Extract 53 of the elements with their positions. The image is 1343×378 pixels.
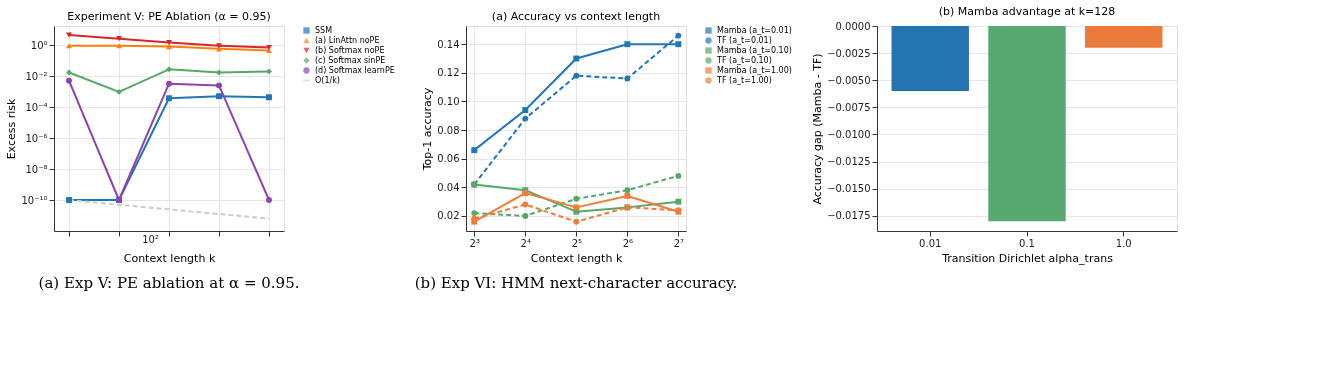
y-tick-label: 0.08 (437, 124, 460, 136)
y-tick-label: 0.06 (437, 153, 460, 165)
text: (b) Exp VI: HMM next-character accuracy. (414, 274, 738, 292)
y-tick-label: −0.0100 (827, 128, 871, 140)
legend-label: (a) LinAttn noPE (315, 35, 380, 45)
y-tick-label: 0.0000 (835, 20, 871, 32)
y-tick-label: 0.10 (437, 95, 460, 107)
legend-label: TF (a_t=0.10) (716, 55, 772, 65)
y-axis-title: Top-1 accuracy (421, 87, 435, 172)
y-tick-label: −0.0075 (827, 101, 871, 113)
x-axis-title: Context length k (530, 251, 623, 265)
x-tick-label: 2³ (469, 237, 480, 249)
legend-label: (c) Softmax sinPE (315, 55, 386, 65)
text: (a) Exp V: PE ablation at α = 0.95. (38, 274, 300, 292)
y-tick-label: −0.0125 (827, 156, 871, 168)
y-tick-label: −0.0050 (827, 74, 871, 86)
legend-label: Mamba (a_t=0.01) (717, 25, 792, 35)
y-tick-label: 0.12 (437, 67, 460, 79)
y-tick-label: −0.0025 (827, 47, 871, 59)
legend-label: (d) Softmax learnPE (315, 65, 395, 75)
x-tick-label: 0.1 (1019, 237, 1035, 249)
x-tick-label: 0.01 (919, 237, 942, 249)
y-tick-label: 0.04 (437, 181, 460, 193)
y-tick-label: −0.0175 (827, 210, 871, 222)
legend-label: O(1/k) (315, 75, 340, 85)
y-tick-label: −0.0150 (827, 183, 871, 195)
legend-label: Mamba (a_t=0.10) (717, 45, 792, 55)
legend-label: TF (a_t=1.00) (716, 75, 772, 85)
x-tick-label: 1.0 (1115, 237, 1132, 249)
x-tick-label: 2⁴ (520, 237, 531, 249)
x-axis-title: Context length k (123, 251, 216, 265)
y-tick-label: 10⁻⁶ (25, 132, 48, 144)
chart-title: Experiment V: PE Ablation (α = 0.95) (67, 10, 271, 23)
y-tick-label: 10⁻² (25, 70, 48, 82)
chart-title: (b) Mamba advantage at k=128 (938, 5, 1116, 18)
x-tick-label: 2⁶ (622, 237, 634, 249)
y-tick-label: 10⁻⁸ (25, 163, 48, 175)
y-axis-title: Accuracy gap (Mamba - TF) (811, 53, 825, 205)
x-axis-title: Transition Dirichlet alpha_trans (941, 251, 1114, 265)
y-axis-title: Excess risk (5, 98, 19, 160)
x-tick-label: 2⁵ (571, 237, 582, 249)
y-tick-label: 10⁻¹⁰ (21, 194, 48, 206)
y-tick-label: 10⁻⁴ (25, 101, 48, 113)
y-tick-label: 0.02 (437, 210, 460, 222)
x-tick-label: 2⁷ (673, 237, 685, 249)
y-tick-label: 0.14 (437, 38, 460, 50)
legend-label: Mamba (a_t=1.00) (717, 65, 792, 75)
legend-label: (b) Softmax noPE (315, 45, 385, 55)
legend-label: SSM (315, 25, 333, 35)
y-tick-label: 10⁰ (30, 39, 48, 51)
legend-label: TF (a_t=0.01) (716, 35, 772, 45)
text: 10² (142, 234, 159, 245)
chart-title: (a) Accuracy vs context length (491, 10, 661, 23)
